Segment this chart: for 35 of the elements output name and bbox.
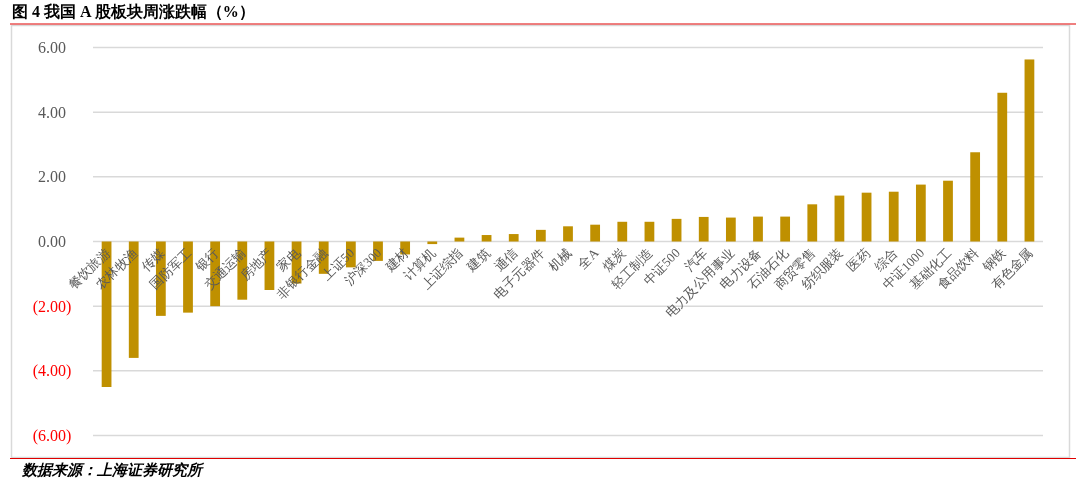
bar: [943, 180, 953, 242]
y-tick-label: 2.00: [38, 168, 66, 186]
bar: [807, 204, 818, 242]
x-tick-label: 医药: [843, 245, 873, 275]
bar: [970, 152, 981, 242]
bar: [454, 237, 465, 242]
y-tick-label: (2.00): [32, 297, 72, 316]
bar: [888, 191, 899, 242]
bar: [780, 216, 791, 242]
bar: [1024, 59, 1035, 242]
y-tick-label: 4.00: [38, 103, 66, 121]
bar: [725, 217, 736, 242]
bar: [698, 216, 709, 242]
bar: [861, 192, 872, 242]
y-tick-label: (4.00): [32, 362, 72, 381]
y-tick-label: 0.00: [38, 233, 66, 250]
x-tick-label: 建筑: [463, 245, 493, 275]
bar: [997, 92, 1008, 242]
y-tick-label: (6.00): [32, 427, 72, 445]
bar: [671, 218, 682, 242]
x-tick-label: 全A: [575, 244, 602, 272]
source-note: 数据来源：上海证券研究所: [21, 461, 205, 478]
bar: [590, 224, 601, 242]
bar: [834, 195, 845, 242]
x-tick-label: 机械: [545, 245, 575, 275]
bar: [915, 184, 926, 242]
bar: [753, 216, 763, 242]
bar: [481, 235, 492, 242]
bar: [644, 221, 655, 242]
bar: [563, 226, 573, 242]
y-tick-label: 6.00: [38, 39, 66, 56]
chart-title: 图 4 我国 A 股板块周涨跌幅（%）: [12, 3, 255, 21]
bar: [535, 229, 546, 242]
bar: [617, 221, 628, 242]
bar: [508, 234, 519, 242]
